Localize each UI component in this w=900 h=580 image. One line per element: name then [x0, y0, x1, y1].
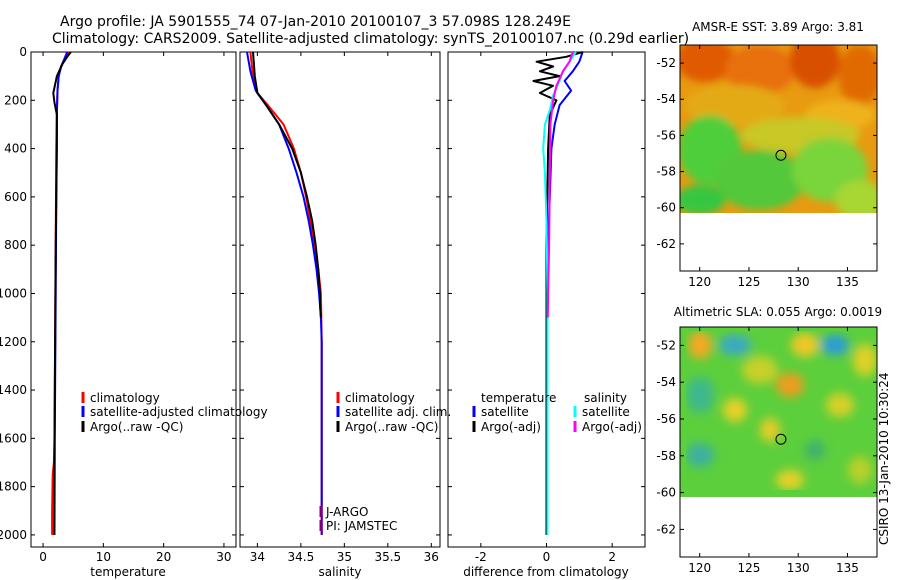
argo-location-marker: [775, 433, 787, 445]
series-line-argo-raw-qc-: [252, 51, 322, 318]
y-tick-label: -52: [656, 338, 676, 352]
legend-label-temp-satellite: satellite: [481, 405, 529, 419]
y-tick-label: -58: [656, 449, 676, 463]
y-tick-label: 0: [19, 45, 27, 59]
x-tick-label: 0: [39, 550, 47, 564]
y-tick-label: 600: [4, 190, 27, 204]
x-tick-label: 35: [337, 550, 352, 564]
figure-title-line2: Climatology: CARS2009. Satellite-adjuste…: [52, 31, 689, 47]
legend-header-salinity: salinity: [584, 391, 627, 405]
sst-field: [680, 45, 877, 213]
x-tick-label: -2: [475, 550, 487, 564]
y-tick-label: -58: [656, 165, 676, 179]
argo-location-marker: [775, 149, 787, 161]
legend-label-sal-argo: Argo(-adj): [582, 420, 642, 434]
sst-missing-data: [680, 213, 877, 271]
series-line-climatology: [249, 51, 323, 535]
x-axis-label: difference from climatology: [463, 565, 629, 579]
platform-label: J-ARGO: [325, 505, 368, 519]
difference-legend: temperature salinity satellite Argo(-adj…: [472, 391, 642, 434]
x-tick-label: 120: [688, 275, 711, 289]
legend-label-satellite: satellite adj. clim.: [345, 405, 451, 419]
sla-map: -52 -54 -56 -58 -60 -62 120 125 130 135: [656, 326, 878, 575]
y-tick-label: -62: [656, 237, 676, 251]
y-tick-label: -54: [656, 92, 676, 106]
y-tick-label: -60: [656, 486, 676, 500]
x-tick-label: 120: [688, 561, 711, 575]
x-tick-label: 130: [787, 561, 810, 575]
x-axis-label: salinity: [318, 565, 361, 579]
x-tick-label: 125: [737, 561, 760, 575]
x-tick-label: 135: [836, 561, 859, 575]
y-tick-label: -60: [656, 201, 676, 215]
pi-label: PI: JAMSTEC: [326, 519, 397, 533]
y-tick-label: -56: [656, 128, 676, 142]
timestamp-stamp: CSIRO 13-Jan-2010 10:30:24: [877, 373, 891, 545]
map-frame: [679, 44, 878, 272]
y-tick-label: 2000: [0, 528, 27, 542]
sla-map-title: Altimetric SLA: 0.055 Argo: 0.0019: [674, 305, 882, 319]
sla-missing-data: [680, 497, 877, 557]
legend-label-argo: Argo(..raw -QC): [345, 420, 438, 434]
y-tick-label: -54: [656, 375, 676, 389]
x-tick-label: 10: [96, 550, 111, 564]
sla-field: [680, 327, 877, 497]
series-line-temperature-satellite: [546, 51, 584, 535]
salinity-panel: 34 34.5 35 35.5 36 salinity: [239, 51, 441, 579]
series-line-salinity-argo-adj-: [546, 51, 574, 318]
legend-header-temperature: temperature: [481, 391, 556, 405]
x-tick-label: 35.5: [374, 550, 401, 564]
y-tick-label: 1800: [0, 480, 27, 494]
y-tick-label: -62: [656, 522, 676, 536]
x-tick-label: 30: [216, 550, 231, 564]
legend-label-temp-argo: Argo(-adj): [481, 420, 541, 434]
x-tick-label: 0: [543, 550, 551, 564]
figure-title-line1: Argo profile: JA 5901555_74 07-Jan-2010 …: [60, 14, 571, 30]
legend-label-sal-satellite: satellite: [582, 405, 630, 419]
y-tick-label: 1600: [0, 431, 27, 445]
legend-label-climatology: climatology: [90, 391, 160, 405]
legend-label-argo: Argo(..raw -QC): [90, 420, 183, 434]
series-line-argo-raw-qc-: [52, 51, 72, 535]
x-tick-label: 125: [737, 275, 760, 289]
sst-map-title: AMSR-E SST: 3.89 Argo: 3.81: [692, 20, 864, 34]
legend-label-satellite: satellite-adjusted climatology: [90, 405, 268, 419]
sst-map: -52 -54 -56 -58 -60 -62 120 125 130 135: [656, 44, 878, 289]
y-tick-label: 400: [4, 142, 27, 156]
x-tick-label: 34: [250, 550, 265, 564]
plot-frame: [30, 51, 237, 548]
y-tick-label: 1200: [0, 335, 27, 349]
y-tick-label: 1400: [0, 383, 27, 397]
series-line-temperature-argo-adj-: [532, 51, 583, 535]
x-tick-label: 130: [787, 275, 810, 289]
x-tick-label: 2: [608, 550, 616, 564]
x-tick-label: 34.5: [288, 550, 315, 564]
y-tick-label: -56: [656, 412, 676, 426]
legend-label-climatology: climatology: [345, 391, 415, 405]
temperature-panel: 0 200 400 600 800 1000 1200 1400 1600 1800 2000 0 10…: [0, 45, 237, 579]
map-frame: [679, 326, 878, 558]
plot-frame: [239, 51, 441, 548]
temperature-legend: climatology satellite-adjusted climatolo…: [81, 391, 268, 434]
y-tick-label: -52: [656, 56, 676, 70]
salinity-legend: climatology satellite adj. clim. Argo(..…: [319, 391, 451, 533]
x-axis-label: temperature: [90, 565, 165, 579]
y-tick-label: 1000: [0, 286, 27, 300]
y-tick-label: 200: [4, 93, 27, 107]
x-tick-label: 20: [156, 550, 171, 564]
x-tick-label: 135: [836, 275, 859, 289]
x-tick-label: 36: [424, 550, 439, 564]
y-tick-label: 800: [4, 238, 27, 252]
